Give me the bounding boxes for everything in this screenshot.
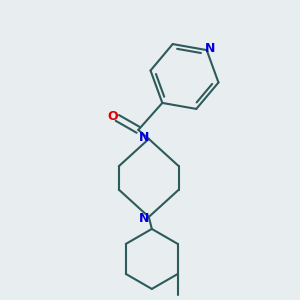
Text: N: N bbox=[205, 42, 215, 55]
Text: N: N bbox=[139, 212, 149, 225]
Text: N: N bbox=[139, 131, 149, 144]
Text: O: O bbox=[107, 110, 118, 123]
